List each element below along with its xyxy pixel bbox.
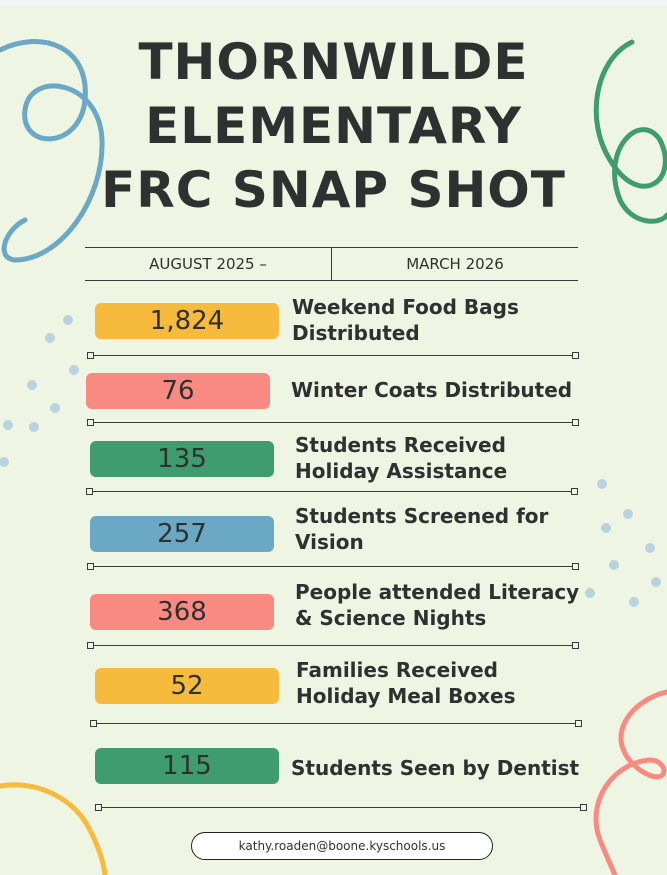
- coral-squiggle: [593, 689, 667, 875]
- stat-value-pill: 115: [95, 748, 279, 784]
- period-start: AUGUST 2025 –: [85, 248, 332, 280]
- contact-email[interactable]: kathy.roaden@boone.kyschools.us: [191, 832, 493, 860]
- stat-label: Students Screened for Vision: [295, 504, 549, 554]
- stat-label: Students Seen by Dentist: [291, 756, 580, 780]
- reporting-period: AUGUST 2025 – MARCH 2026: [85, 247, 578, 281]
- stat-label: Weekend Food Bags Distributed: [292, 295, 519, 345]
- separator-line: [87, 418, 579, 426]
- stat-value-pill: 76: [86, 373, 270, 409]
- title-line-1: THORNWILDE: [138, 33, 529, 91]
- stat-value-pill: 257: [90, 516, 274, 552]
- separator-line: [95, 803, 587, 811]
- stat-value-pill: 368: [90, 594, 274, 630]
- page-title: THORNWILDE ELEMENTARY FRC SNAP SHOT: [0, 30, 667, 222]
- separator-line: [86, 487, 578, 495]
- stat-label: Students Received Holiday Assistance: [295, 433, 508, 483]
- title-line-2: ELEMENTARY: [145, 97, 522, 155]
- stat-value-pill: 52: [95, 668, 279, 704]
- top-bar: [0, 0, 667, 6]
- stat-value-pill: 1,824: [95, 303, 279, 339]
- yellow-squiggle: [0, 782, 108, 875]
- stat-value-pill: 135: [90, 441, 274, 477]
- separator-line: [87, 562, 579, 570]
- period-end: MARCH 2026: [406, 255, 504, 273]
- separator-line: [87, 351, 579, 359]
- stat-label: Winter Coats Distributed: [291, 378, 573, 402]
- blue-dots-right: [585, 479, 661, 607]
- separator-line: [87, 641, 579, 649]
- stat-label: Families Received Holiday Meal Boxes: [296, 658, 516, 708]
- separator-line: [90, 719, 582, 727]
- blue-dots-left: [0, 315, 79, 467]
- stat-label: People attended Literacy & Science Night…: [295, 580, 580, 630]
- title-line-3: FRC SNAP SHOT: [101, 161, 566, 219]
